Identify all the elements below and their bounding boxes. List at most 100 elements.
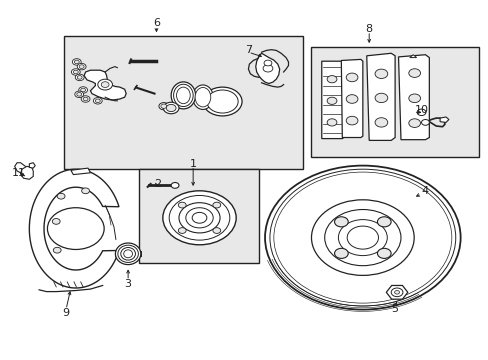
Circle shape (77, 63, 86, 70)
Circle shape (98, 79, 112, 90)
Circle shape (334, 217, 347, 227)
Circle shape (57, 193, 65, 199)
Circle shape (269, 169, 455, 306)
Bar (310, 47, 478, 157)
Circle shape (178, 202, 186, 208)
Circle shape (324, 210, 400, 266)
Ellipse shape (195, 87, 210, 107)
Polygon shape (71, 168, 90, 175)
Circle shape (169, 195, 229, 240)
Circle shape (264, 60, 271, 66)
Circle shape (171, 183, 179, 188)
Polygon shape (29, 169, 119, 288)
Ellipse shape (192, 85, 213, 109)
Text: 8: 8 (365, 24, 372, 34)
Circle shape (81, 96, 90, 102)
Circle shape (206, 90, 238, 113)
Circle shape (377, 248, 390, 258)
Circle shape (408, 94, 420, 103)
Ellipse shape (173, 84, 193, 107)
Circle shape (95, 99, 100, 103)
Circle shape (408, 69, 420, 77)
Circle shape (73, 70, 78, 74)
Ellipse shape (115, 243, 141, 265)
Circle shape (374, 93, 387, 103)
Circle shape (326, 97, 336, 104)
Circle shape (192, 212, 206, 223)
Circle shape (72, 59, 81, 65)
Circle shape (416, 109, 425, 116)
Text: 7: 7 (244, 45, 251, 55)
Circle shape (81, 88, 85, 92)
Ellipse shape (121, 248, 135, 260)
Circle shape (421, 120, 428, 125)
Circle shape (161, 104, 166, 108)
Circle shape (212, 202, 220, 208)
Ellipse shape (171, 82, 195, 109)
Ellipse shape (123, 250, 132, 258)
Text: 3: 3 (124, 279, 131, 289)
Circle shape (93, 98, 102, 104)
Circle shape (326, 119, 336, 126)
Text: 5: 5 (391, 304, 398, 314)
Polygon shape (321, 61, 344, 139)
Circle shape (326, 76, 336, 83)
Polygon shape (341, 59, 362, 138)
Circle shape (374, 69, 387, 78)
Circle shape (377, 217, 390, 227)
Circle shape (394, 291, 399, 294)
Text: 11: 11 (12, 168, 25, 178)
Ellipse shape (118, 245, 138, 262)
Circle shape (334, 248, 347, 258)
Text: 10: 10 (414, 105, 427, 115)
Polygon shape (366, 53, 394, 140)
Circle shape (47, 208, 104, 249)
Polygon shape (439, 117, 448, 122)
Text: 4: 4 (421, 186, 428, 196)
Circle shape (101, 82, 109, 87)
Circle shape (346, 226, 378, 249)
Ellipse shape (176, 87, 190, 104)
Circle shape (163, 191, 236, 245)
Polygon shape (398, 55, 428, 140)
Circle shape (203, 87, 242, 116)
Polygon shape (255, 53, 279, 84)
Circle shape (212, 228, 220, 233)
Circle shape (163, 102, 179, 114)
Circle shape (346, 116, 357, 125)
Circle shape (159, 103, 168, 110)
Text: 2: 2 (154, 179, 161, 189)
Bar (63, 36, 303, 169)
Circle shape (346, 95, 357, 103)
Text: 1: 1 (189, 159, 196, 169)
Circle shape (71, 69, 80, 75)
Circle shape (74, 60, 79, 64)
Circle shape (79, 65, 84, 68)
Circle shape (53, 247, 61, 253)
Circle shape (75, 74, 84, 81)
Circle shape (390, 288, 402, 297)
Text: 6: 6 (153, 18, 160, 28)
Circle shape (77, 76, 82, 79)
Circle shape (264, 166, 460, 310)
Polygon shape (29, 163, 35, 168)
Polygon shape (84, 70, 126, 100)
Circle shape (263, 65, 272, 72)
Circle shape (179, 203, 220, 233)
Circle shape (166, 104, 176, 112)
Circle shape (83, 97, 88, 101)
Circle shape (408, 119, 420, 127)
Bar (139, 169, 259, 263)
Circle shape (185, 208, 213, 228)
Circle shape (346, 73, 357, 82)
Circle shape (178, 228, 186, 233)
Polygon shape (20, 166, 33, 179)
Circle shape (79, 87, 87, 93)
Circle shape (77, 93, 81, 96)
Text: 9: 9 (62, 308, 69, 318)
Circle shape (273, 172, 451, 303)
Circle shape (52, 219, 60, 224)
Polygon shape (409, 55, 416, 58)
Circle shape (75, 91, 83, 98)
Circle shape (338, 220, 386, 256)
